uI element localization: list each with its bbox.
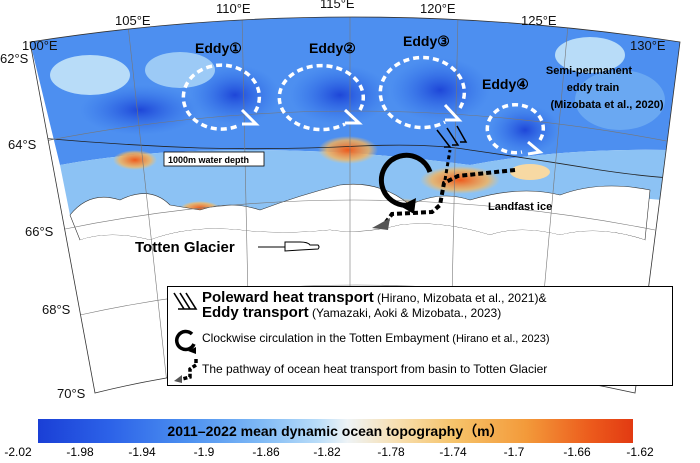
lat-label-64: 64°S [8,137,37,152]
eddy-3-arrow [378,55,467,130]
landfast-ice-label: Landfast ice [488,201,552,213]
eddy-2-label: Eddy② [309,40,356,56]
circulation-ref: (Hirano et al., 2023) [449,333,550,345]
legend-eddy-transport: Eddy transport (Yamazaki, Aoki & Mizobat… [202,304,501,321]
clockwise-circulation-arrow [378,152,433,208]
circulation-text: Clockwise circulation in the Totten Emba… [202,331,450,345]
lon-label-100: 100°E [22,38,58,53]
colorbar-tick: -1.9 [193,445,215,459]
eddy-train-note-line2: eddy train [567,82,620,94]
poleward-arrows-icon [173,292,198,310]
heat-pathway-icon [174,359,198,383]
legend-heat-transport: Poleward heat transport (Hirano, Mizobat… [202,289,546,306]
antarctic-land [69,183,651,241]
eddy-transport-title: Eddy transport [202,304,309,321]
colorbar-tick: -1.86 [252,445,280,459]
eddy-train-note-line1: Semi-permanent [546,65,633,77]
heat-pathway-line [384,168,516,224]
colorbar-gradient [38,419,633,443]
eddy-transport-ref: (Yamazaki, Aoki & Mizobata., 2023) [308,306,502,320]
pathway-text: The pathway of ocean heat transport from… [202,362,548,376]
lat-label-68: 68°S [42,302,71,317]
heat-transport-title: Poleward heat transport [202,289,374,306]
colorbar-tick: -1.82 [313,445,341,459]
eddy-train-note-line3: (Mizobata et al., 2020) [550,99,663,111]
depth-contour-1000m [39,137,673,179]
lon-label-110: 110°E [216,1,251,16]
lon-label-115: 115°E [320,0,355,11]
heat-transport-ref: (Hirano, Mizobata et al., 2021)& [373,291,547,305]
lon-label-130: 130°E [630,38,666,53]
eddy-1-arrow [181,63,262,131]
lat-label-70: 70°S [57,386,86,401]
lon-label-125: 125°E [521,13,557,28]
poleward-heat-arrows [436,125,468,148]
lat-label-66: 66°S [25,224,54,239]
lon-label-120: 120°E [420,1,456,16]
colorbar-tick: -1.78 [377,445,405,459]
eddy-arrows [181,55,546,155]
heat-pathway-arrow-top [443,149,452,181]
colorbar-tick: -2.02 [4,445,32,459]
totten-glacier-label: Totten Glacier [135,239,235,256]
legend-box: Poleward heat transport (Hirano, Mizobat… [167,286,673,386]
clockwise-circulation-icon [175,329,196,354]
colorbar-tick: -1.98 [66,445,94,459]
legend-pathway: The pathway of ocean heat transport from… [202,362,547,376]
colorbar-ticks: -2.02 -1.98 -1.94 -1.9 -1.86 -1.82 -1.78… [0,445,700,463]
colorbar-title: 2011–2022 mean dynamic ocean topography（… [167,423,504,439]
colorbar-tick: -1.66 [563,445,591,459]
colorbar-tick: -1.7 [503,445,525,459]
eddy-4-label: Eddy④ [482,76,529,92]
lon-label-105: 105°E [115,13,151,28]
colorbar: 2011–2022 mean dynamic ocean topography（… [38,419,633,443]
water-depth-label: 1000m water depth [168,155,249,165]
legend-circulation: Clockwise circulation in the Totten Emba… [202,331,550,345]
eddy-1-label: Eddy① [195,40,242,56]
colorbar-tick: -1.62 [626,445,654,459]
eddy-3-label: Eddy③ [403,33,450,49]
eddy-4-arrow [485,102,546,155]
pointing-hand-icon [284,241,320,252]
colorbar-tick: -1.94 [128,445,156,459]
colorbar-tick: -1.74 [439,445,467,459]
lat-label-62: 62°S [0,51,29,66]
